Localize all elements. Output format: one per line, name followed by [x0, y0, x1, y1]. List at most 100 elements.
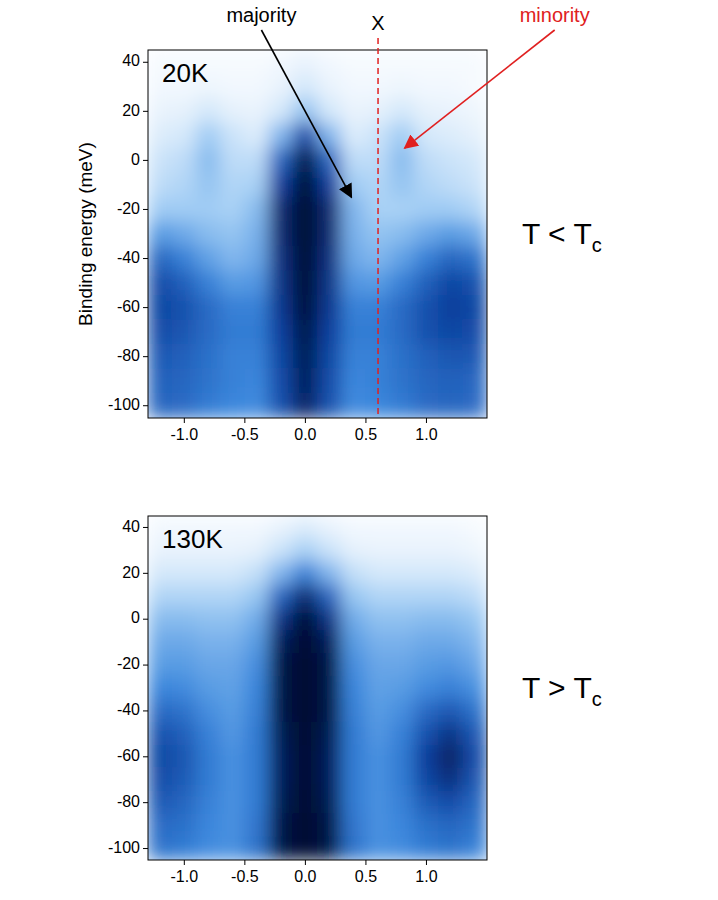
intensity-cell	[148, 172, 173, 198]
intensity-cell	[172, 722, 197, 746]
x-tick-label: 0.0	[294, 868, 316, 885]
intensity-cell	[244, 768, 269, 792]
intensity-cell	[148, 768, 173, 792]
intensity-cell	[317, 221, 342, 247]
intensity-cell	[148, 148, 173, 174]
intensity-cell	[390, 814, 415, 838]
plot-background	[148, 516, 487, 860]
intensity-cell	[269, 516, 294, 539]
intensity-cell	[196, 221, 221, 247]
intensity-cell	[196, 123, 221, 149]
y-tick-label: -60	[117, 747, 140, 764]
intensity-cell	[462, 270, 487, 296]
intensity-cell	[196, 745, 221, 769]
intensity-cell	[317, 270, 342, 296]
intensity-cell	[462, 584, 487, 608]
y-tick	[143, 62, 148, 63]
intensity-cell	[269, 561, 294, 585]
intensity-cell	[414, 74, 439, 100]
intensity-cell	[414, 344, 439, 370]
intensity-cell	[196, 197, 221, 223]
intensity-cell	[414, 99, 439, 125]
intensity-cell	[293, 768, 318, 792]
y-tick-label: 20	[122, 564, 140, 581]
intensity-cell	[172, 319, 197, 345]
x-tick-label: -1.0	[171, 868, 199, 885]
intensity-cell	[220, 319, 245, 345]
intensity-cell	[317, 344, 342, 370]
intensity-cell	[414, 584, 439, 608]
x-tick-label: 0.5	[355, 426, 377, 443]
intensity-cell	[269, 172, 294, 198]
intensity-cell	[196, 344, 221, 370]
intensity-cell	[317, 74, 342, 100]
intensity-cell	[220, 221, 245, 247]
intensity-cell	[390, 319, 415, 345]
intensity-cell	[293, 172, 318, 198]
intensity-cell	[220, 837, 245, 860]
intensity-cell	[341, 814, 366, 838]
intensity-cell	[390, 295, 415, 321]
intensity-cell	[196, 246, 221, 272]
intensity-cell	[390, 50, 415, 75]
intensity-cell	[414, 768, 439, 792]
x-tick-label: -1.0	[171, 426, 199, 443]
intensity-cell	[269, 74, 294, 100]
intensity-cell	[172, 99, 197, 125]
intensity-cell	[172, 653, 197, 677]
intensity-cell	[293, 295, 318, 321]
intensity-cell	[390, 270, 415, 296]
intensity-cell	[438, 561, 463, 585]
intensity-cell	[220, 99, 245, 125]
intensity-cell	[148, 653, 173, 677]
intensity-cell	[414, 221, 439, 247]
intensity-cell	[172, 561, 197, 585]
panel-title: 20K	[162, 58, 209, 88]
intensity-cell	[196, 148, 221, 174]
intensity-cell	[365, 393, 390, 418]
x-tick	[305, 860, 306, 865]
intensity-cell	[269, 791, 294, 815]
intensity-cell	[462, 561, 487, 585]
x-tick	[184, 860, 185, 865]
intensity-cell	[293, 393, 318, 418]
intensity-cell	[462, 393, 487, 418]
temperature-label-subscript: c	[592, 688, 602, 710]
intensity-cell	[293, 197, 318, 223]
intensity-cell	[462, 699, 487, 723]
intensity-cell	[462, 653, 487, 677]
intensity-cell	[414, 561, 439, 585]
intensity-cell	[220, 676, 245, 700]
intensity-cell	[390, 148, 415, 174]
intensity-cell	[148, 368, 173, 394]
intensity-cell	[414, 148, 439, 174]
intensity-cell	[244, 172, 269, 198]
intensity-cell	[244, 344, 269, 370]
x-tick-label: 0.0	[294, 426, 316, 443]
intensity-cell	[269, 148, 294, 174]
intensity-cell	[220, 172, 245, 198]
intensity-cell	[365, 584, 390, 608]
intensity-cell	[220, 584, 245, 608]
intensity-cell	[293, 516, 318, 539]
intensity-cell	[438, 74, 463, 100]
intensity-cell	[172, 344, 197, 370]
intensity-cell	[462, 630, 487, 654]
intensity-cell	[365, 791, 390, 815]
intensity-cell	[220, 607, 245, 631]
intensity-cell	[172, 270, 197, 296]
intensity-cell	[438, 653, 463, 677]
intensity-cell	[196, 722, 221, 746]
intensity-cell	[317, 814, 342, 838]
intensity-cell	[365, 837, 390, 860]
intensity-cell	[414, 676, 439, 700]
intensity-cell	[390, 561, 415, 585]
intensity-cell	[293, 50, 318, 75]
intensity-cell	[341, 50, 366, 75]
y-tick	[143, 710, 148, 711]
intensity-cell	[244, 123, 269, 149]
intensity-cell	[341, 319, 366, 345]
intensity-cell	[172, 837, 197, 860]
temperature-label-main: T < T	[522, 217, 592, 250]
intensity-cell	[293, 561, 318, 585]
